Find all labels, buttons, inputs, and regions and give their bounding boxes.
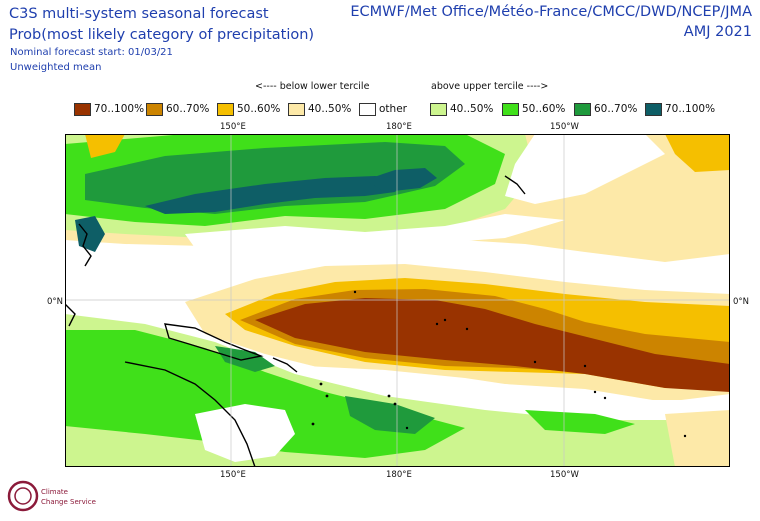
coastline-hawaii: [504, 175, 526, 195]
logo-ring-icon: [7, 480, 39, 512]
graticule: [65, 134, 730, 467]
region-white-northeast: [505, 134, 665, 204]
legend-item: other: [359, 100, 430, 118]
legend-swatch: [288, 102, 305, 116]
coastlines: [65, 175, 526, 467]
legend-item: 70..100%: [74, 100, 146, 118]
region-teal-west: [75, 216, 105, 252]
lat-label-left: 0°N: [47, 297, 64, 307]
legend-item: 60..70%: [146, 100, 217, 118]
coastline-borneo: [65, 303, 76, 327]
legend-swatch: [430, 102, 447, 116]
legend-item: 50..60%: [502, 100, 574, 118]
copernicus-logo: Climate Change Service: [7, 480, 96, 512]
legend-swatch: [74, 102, 91, 116]
lon-label-150w-top: 150°W: [550, 122, 579, 132]
precipitation-map: [65, 134, 730, 467]
title-line1: C3S multi-system seasonal forecast: [9, 6, 269, 22]
lon-label-150e-top: 150°E: [220, 122, 246, 132]
region-teal-north: [145, 176, 405, 214]
legend-item: 60..70%: [574, 100, 645, 118]
legend-item: 40..50%: [430, 100, 502, 118]
legend: 70..100% 60..70% 50..60% 40..50% other 4…: [74, 100, 717, 118]
logo-text-line2: Change Service: [41, 498, 96, 506]
region-yellow-northwest: [85, 134, 125, 158]
coastline-philippines: [78, 223, 92, 267]
legend-label: 70..100%: [94, 103, 145, 115]
islands: [311, 290, 687, 438]
season-label: AMJ 2021: [683, 24, 752, 40]
legend-item: 70..100%: [645, 100, 717, 118]
coastline-new-guinea: [164, 323, 264, 361]
legend-label: other: [379, 103, 407, 115]
legend-above-caption: above upper tercile ---->: [431, 81, 549, 92]
mean-type: Unweighted mean: [10, 62, 102, 73]
region-darkgreen-south: [345, 396, 435, 434]
region-green-south: [65, 330, 465, 458]
lat-label-right: 0°N: [733, 297, 750, 307]
legend-label: 60..70%: [594, 103, 638, 115]
region-white-south-band: [305, 366, 730, 416]
region-white-australia: [195, 404, 295, 462]
lon-label-180e-bottom: 180°E: [386, 470, 412, 480]
region-teal-north-tail: [365, 168, 437, 192]
legend-swatch: [217, 102, 234, 116]
region-darkgreen-north: [85, 142, 465, 214]
forecast-start: Nominal forecast start: 01/03/21: [10, 47, 173, 58]
legend-swatch: [146, 102, 163, 116]
legend-item: 40..50%: [288, 100, 359, 118]
map-frame: [65, 134, 730, 467]
coastline-australia: [124, 361, 256, 467]
region-pale-southeast: [665, 410, 730, 467]
coastline-solomons: [272, 357, 298, 373]
region-brown-equator: [255, 298, 730, 392]
title-line2: Prob(most likely category of precipitati…: [9, 27, 315, 43]
region-green-southeast: [525, 410, 635, 434]
lon-label-150w-bottom: 150°W: [550, 470, 579, 480]
legend-label: 50..60%: [522, 103, 566, 115]
legend-swatch: [645, 102, 662, 116]
legend-swatch: [574, 102, 591, 116]
legend-label: 60..70%: [166, 103, 210, 115]
lon-label-150e-bottom: 150°E: [220, 470, 246, 480]
legend-label: 40..50%: [308, 103, 352, 115]
systems-list: ECMWF/Met Office/Météo-France/CMCC/DWD/N…: [350, 4, 752, 20]
legend-label: 40..50%: [450, 103, 494, 115]
lon-label-180e-top: 180°E: [386, 122, 412, 132]
legend-label: 50..60%: [237, 103, 281, 115]
legend-item: 50..60%: [217, 100, 288, 118]
legend-swatch: [359, 102, 376, 116]
region-yellow-northeast: [665, 134, 730, 172]
legend-label: 70..100%: [665, 103, 716, 115]
legend-swatch: [502, 102, 519, 116]
region-white-north-strip: [185, 214, 565, 248]
legend-below-caption: <---- below lower tercile: [255, 81, 370, 92]
logo-text-line1: Climate: [41, 488, 68, 496]
